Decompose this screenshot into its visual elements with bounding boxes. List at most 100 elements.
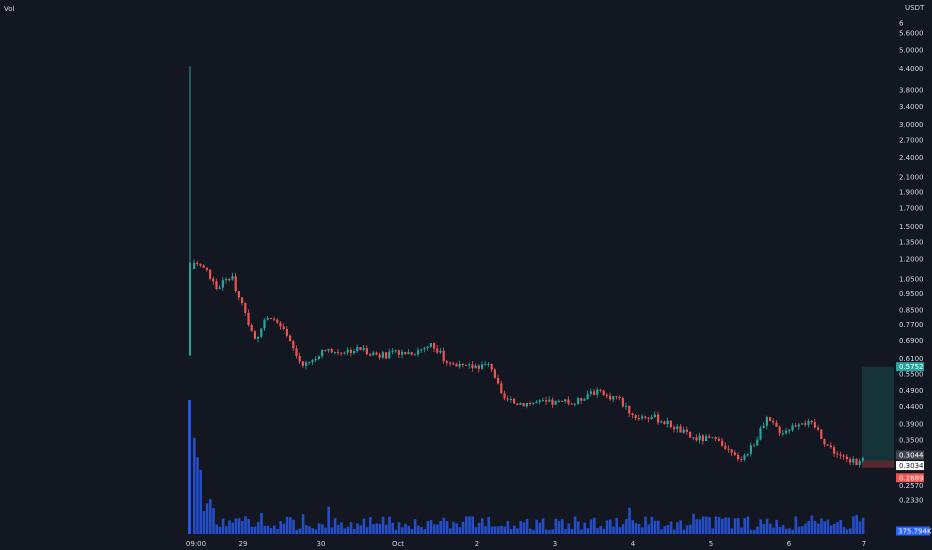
volume-bar	[749, 529, 753, 534]
candle-body	[657, 414, 660, 423]
candle-body	[772, 420, 775, 423]
volume-bar	[532, 529, 535, 534]
candle-body	[509, 399, 512, 401]
long-position-tool[interactable]	[862, 366, 894, 468]
price-tick-label: 6	[899, 19, 904, 27]
candle-body	[721, 440, 724, 446]
volume-bar	[567, 523, 570, 534]
volume-bar	[647, 524, 650, 534]
candle-body	[653, 414, 656, 418]
volume-bar	[221, 518, 225, 534]
candle-body	[660, 421, 663, 423]
candle-body	[807, 420, 810, 425]
volume-bar	[634, 523, 638, 534]
volume-bar	[321, 524, 324, 534]
volume-bar	[273, 525, 276, 534]
candle-body	[842, 455, 845, 457]
volume-bar	[820, 518, 823, 534]
candle-body	[285, 329, 288, 336]
candle-body	[487, 363, 490, 365]
candle-body	[650, 417, 653, 419]
candle-body	[765, 417, 768, 426]
volume-bar	[545, 529, 548, 534]
price-axis[interactable]: 6 5.6000 5.0000 4.4000 3.8000 3.4000 3.0000 2.7…	[896, 19, 932, 536]
candle-body	[701, 435, 704, 442]
volume-bar	[637, 523, 641, 534]
time-axis[interactable]: 09:00 29 30 Oct 2 3 4 5 6 7	[186, 540, 866, 548]
volume-bar	[813, 520, 817, 534]
volume-bar	[631, 520, 634, 534]
candle-body	[711, 437, 714, 439]
volume-bar	[381, 516, 385, 534]
candle-body	[225, 279, 228, 281]
position-loss-zone[interactable]	[862, 460, 894, 468]
volume-bar	[484, 526, 487, 534]
volume-bar	[557, 521, 561, 534]
candle-body	[365, 348, 368, 355]
volume-bar	[330, 527, 334, 534]
candle-body	[401, 351, 404, 355]
volume-bar	[369, 517, 372, 534]
candle-body	[391, 350, 394, 352]
candle-body	[321, 349, 324, 357]
volume-bar	[209, 499, 212, 534]
volume-bar	[855, 514, 858, 534]
volume-bar	[241, 520, 244, 534]
candle-body	[810, 420, 813, 423]
volume-bar	[218, 526, 222, 534]
volume-bar	[698, 519, 702, 534]
price-tick-label: 3.0000	[899, 121, 924, 129]
volume-bar	[503, 526, 506, 534]
price-tick-label: 0.7700	[899, 321, 924, 329]
candle-body	[557, 400, 560, 402]
candle-body	[247, 312, 250, 326]
volume-bar	[727, 517, 730, 534]
volume-bar	[420, 527, 423, 534]
candle-body	[669, 420, 672, 428]
volume-bar	[269, 528, 273, 534]
candle-body	[301, 361, 304, 366]
candle-body	[570, 403, 573, 405]
indicator-label[interactable]: Vol	[4, 5, 15, 13]
volume-bar	[247, 519, 250, 534]
volume-bar	[461, 521, 465, 534]
time-tick-label: 6	[787, 540, 792, 548]
candle-body	[273, 318, 276, 320]
volume-bar	[311, 528, 314, 534]
candle-body	[196, 262, 199, 265]
candle-body	[349, 349, 352, 353]
volume-bar	[506, 521, 510, 534]
take-profit-price-tag-bg	[896, 362, 924, 372]
candle-body	[861, 458, 864, 461]
candle-body	[852, 458, 855, 463]
volume-bar	[573, 516, 577, 534]
volume-bar	[410, 529, 414, 534]
candle-body	[532, 402, 535, 404]
volume-bar	[833, 523, 836, 534]
volume-bar	[708, 517, 711, 534]
volume-bar	[474, 527, 478, 534]
candle-body	[647, 417, 650, 419]
candle-body	[413, 354, 416, 356]
position-profit-zone[interactable]	[862, 366, 894, 461]
volume-bar	[298, 528, 302, 534]
candle-body	[775, 422, 778, 427]
candle-body	[490, 363, 493, 370]
volume-bar	[237, 518, 241, 534]
volume-bar	[490, 526, 494, 534]
price-tick-label: 0.6100	[899, 355, 924, 363]
volume-bar	[628, 507, 631, 534]
volume-bar	[541, 518, 545, 534]
candle-body	[503, 393, 506, 399]
volume-bar	[641, 527, 644, 534]
candle-body	[289, 335, 292, 342]
volume-bar	[340, 522, 343, 534]
price-tick-label: 0.2570	[899, 482, 924, 490]
candle-body	[762, 425, 765, 429]
price-tick-label: 0.8500	[899, 306, 924, 314]
candle-body	[317, 356, 320, 360]
candle-body	[209, 269, 212, 279]
candle-body	[602, 390, 605, 396]
